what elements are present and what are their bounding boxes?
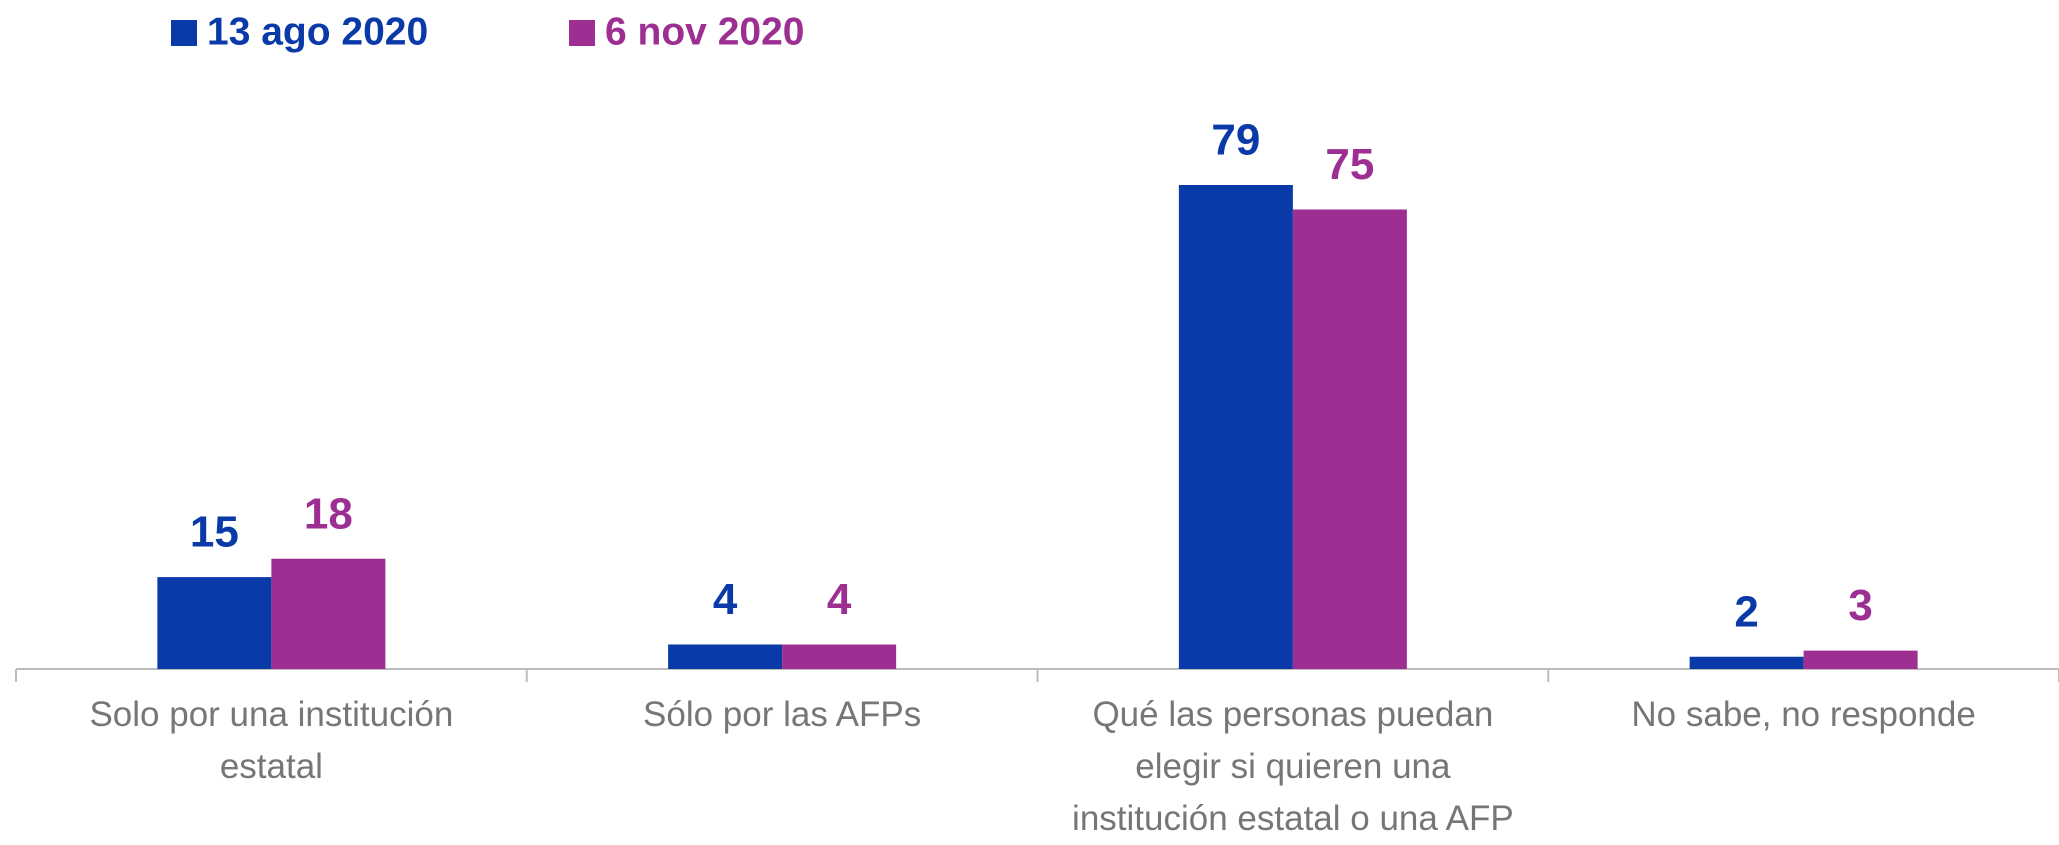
bar xyxy=(1292,209,1407,669)
data-label: 15 xyxy=(190,508,239,557)
legend-label: 13 ago 2020 xyxy=(207,10,428,53)
x-tick-label: Qué las personas puedan elegir si quiere… xyxy=(1072,695,1514,838)
legend-swatch xyxy=(171,20,197,46)
legend-swatch xyxy=(569,20,595,46)
data-label: 18 xyxy=(304,489,353,538)
x-tick-label: No sabe, no responde xyxy=(1631,695,1976,734)
bar xyxy=(271,558,386,669)
bar xyxy=(782,644,897,669)
bar xyxy=(668,644,783,669)
bar xyxy=(1803,650,1918,669)
bar xyxy=(157,577,272,669)
bar xyxy=(1689,656,1804,669)
data-label: 2 xyxy=(1734,587,1758,636)
data-label: 4 xyxy=(827,575,852,624)
data-label: 4 xyxy=(713,575,738,624)
bar xyxy=(1178,185,1293,669)
data-label: 3 xyxy=(1848,581,1872,630)
data-label: 79 xyxy=(1211,116,1260,165)
x-tick-label: Sólo por las AFPs xyxy=(643,695,922,734)
x-tick-label: Solo por una institución estatal xyxy=(89,695,454,786)
data-label: 75 xyxy=(1325,140,1374,189)
legend-label: 6 nov 2020 xyxy=(605,10,804,53)
